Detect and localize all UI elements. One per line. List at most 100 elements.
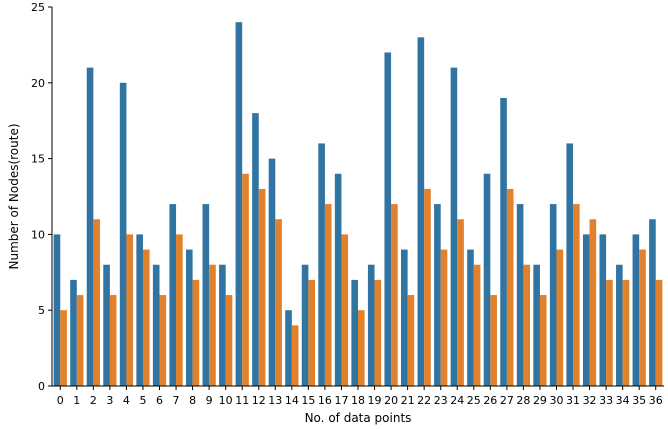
bar-25-series-1 — [473, 264, 481, 386]
x-tick-label-21: 21 — [401, 394, 415, 407]
x-tick-label-0: 0 — [57, 394, 64, 407]
bar-13-series-1 — [275, 219, 282, 386]
bar-21-series-1 — [407, 295, 415, 386]
x-tick-label-8: 8 — [189, 394, 196, 407]
x-tick-label-25: 25 — [467, 394, 481, 407]
x-axis-label: No. of data points — [305, 411, 412, 425]
bar-7-series-1 — [176, 234, 183, 386]
bar-2-series-0 — [86, 67, 94, 386]
bar-34-series-0 — [616, 264, 623, 386]
x-tick-label-2: 2 — [90, 394, 97, 407]
bar-16-series-1 — [324, 204, 332, 386]
bar-8-series-0 — [185, 249, 193, 386]
x-tick-label-19: 19 — [368, 394, 382, 407]
bar-26-series-1 — [490, 295, 497, 386]
x-tick-label-3: 3 — [106, 394, 113, 407]
y-tick-label-20: 20 — [31, 77, 45, 90]
y-tick-label-15: 15 — [31, 153, 45, 166]
x-tick-label-31: 31 — [566, 394, 580, 407]
y-axis-ticks: 0 5 10 15 20 25 — [31, 1, 52, 393]
y-axis-label: Number of Nodes(route) — [7, 123, 21, 269]
bar-26-series-0 — [483, 173, 491, 386]
bar-28-series-0 — [516, 204, 524, 386]
bar-8-series-1 — [192, 279, 200, 386]
bar-28-series-1 — [523, 264, 531, 386]
bar-32-series-0 — [582, 234, 590, 386]
x-tick-label-34: 34 — [616, 394, 630, 407]
bar-15-series-1 — [308, 279, 315, 386]
x-tick-label-11: 11 — [235, 394, 249, 407]
bar-36-series-1 — [655, 279, 663, 386]
x-tick-label-15: 15 — [301, 394, 315, 407]
x-tick-label-7: 7 — [173, 394, 180, 407]
x-tick-label-27: 27 — [500, 394, 514, 407]
x-tick-label-12: 12 — [252, 394, 266, 407]
bar-9-series-0 — [202, 204, 210, 386]
bar-2-series-1 — [93, 219, 100, 386]
bar-6-series-1 — [159, 295, 167, 386]
y-tick-label-25: 25 — [31, 1, 45, 14]
bar-18-series-0 — [351, 279, 358, 386]
x-tick-label-29: 29 — [533, 394, 547, 407]
bar-36-series-0 — [649, 219, 656, 386]
bar-21-series-0 — [401, 249, 408, 386]
x-tick-label-24: 24 — [450, 394, 464, 407]
x-tick-label-28: 28 — [516, 394, 530, 407]
x-tick-label-18: 18 — [351, 394, 365, 407]
bar-4-series-0 — [119, 82, 127, 387]
bar-0-series-0 — [53, 234, 61, 386]
bar-18-series-1 — [358, 310, 365, 386]
bar-27-series-0 — [500, 97, 507, 387]
bar-25-series-0 — [467, 249, 474, 386]
bar-34-series-1 — [622, 279, 630, 386]
x-tick-label-26: 26 — [483, 394, 497, 407]
x-tick-label-14: 14 — [285, 394, 299, 407]
x-tick-label-30: 30 — [549, 394, 563, 407]
x-tick-label-35: 35 — [632, 394, 646, 407]
bar-14-series-0 — [285, 310, 292, 386]
x-tick-label-16: 16 — [318, 394, 332, 407]
x-tick-label-5: 5 — [139, 394, 146, 407]
y-tick-label-10: 10 — [31, 228, 45, 241]
bar-33-series-0 — [599, 234, 607, 386]
bar-11-series-1 — [242, 173, 249, 386]
x-tick-label-4: 4 — [123, 394, 130, 407]
bar-11-series-0 — [235, 22, 243, 386]
bar-1-series-1 — [76, 295, 84, 386]
bar-33-series-1 — [606, 279, 613, 386]
bar-10-series-0 — [219, 264, 226, 386]
bar-29-series-1 — [539, 295, 547, 386]
x-tick-label-23: 23 — [434, 394, 448, 407]
x-tick-label-32: 32 — [583, 394, 597, 407]
x-tick-label-20: 20 — [384, 394, 398, 407]
bar-4-series-1 — [126, 234, 134, 386]
y-tick-label-0: 0 — [38, 380, 45, 393]
x-tick-label-22: 22 — [417, 394, 431, 407]
bar-30-series-0 — [549, 204, 557, 386]
bar-10-series-1 — [225, 295, 233, 386]
y-tick-label-5: 5 — [38, 304, 45, 317]
x-tick-label-17: 17 — [334, 394, 348, 407]
x-tick-label-6: 6 — [156, 394, 163, 407]
x-tick-label-9: 9 — [206, 394, 213, 407]
bar-24-series-0 — [450, 67, 458, 386]
bar-31-series-0 — [566, 143, 574, 386]
bar-30-series-1 — [556, 249, 564, 386]
bar-29-series-0 — [533, 264, 540, 386]
bar-7-series-0 — [169, 204, 177, 386]
bar-12-series-0 — [252, 113, 259, 387]
bar-22-series-1 — [424, 188, 431, 386]
x-tick-label-10: 10 — [219, 394, 233, 407]
bar-20-series-1 — [391, 204, 398, 386]
bar-12-series-1 — [258, 188, 266, 386]
bar-20-series-0 — [384, 52, 392, 386]
bar-35-series-1 — [639, 249, 646, 386]
bar-1-series-0 — [70, 279, 77, 386]
bar-15-series-0 — [301, 264, 309, 386]
bar-35-series-0 — [632, 234, 640, 386]
bar-23-series-0 — [434, 204, 441, 386]
x-tick-label-1: 1 — [73, 394, 80, 407]
bar-19-series-0 — [367, 264, 375, 386]
bar-0-series-1 — [60, 310, 67, 386]
